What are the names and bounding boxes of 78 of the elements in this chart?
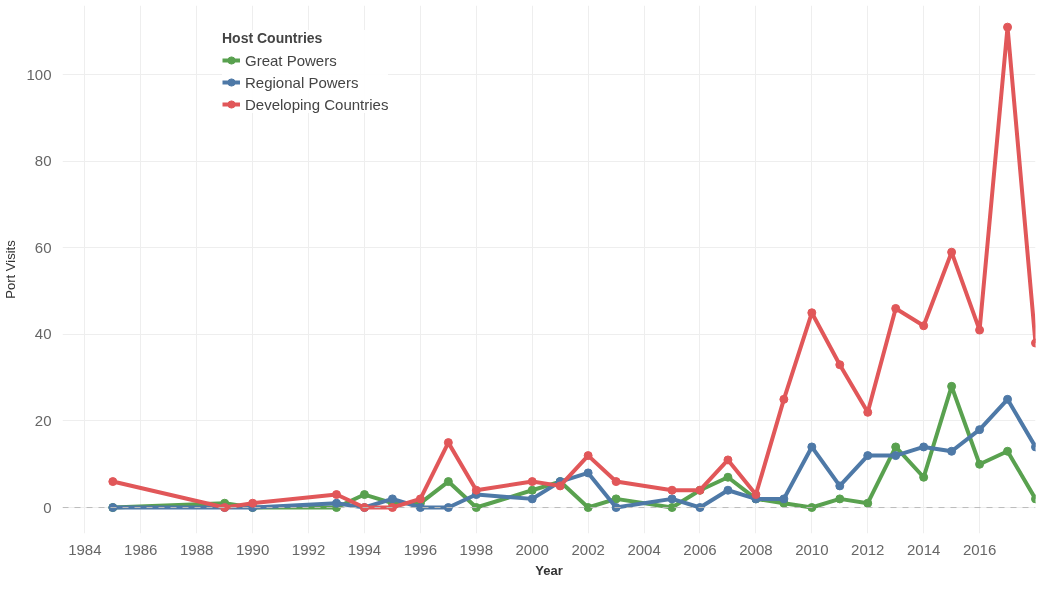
x-tick-label: 1988: [180, 540, 214, 558]
point: [1003, 446, 1013, 456]
point: [779, 494, 789, 504]
legend-title: Host Countries: [222, 30, 324, 46]
point: [583, 468, 593, 478]
point: [583, 451, 593, 461]
point: [919, 442, 929, 452]
point: [667, 503, 677, 513]
point: [807, 442, 817, 452]
point: [723, 472, 733, 482]
point: [751, 490, 761, 500]
x-tick-label: 2010: [795, 540, 829, 558]
y-axis-title: Port Visits: [3, 239, 19, 299]
x-tick-label: 1986: [124, 540, 158, 558]
point: [667, 485, 677, 495]
y-tick-label: 40: [34, 325, 52, 343]
x-tick-label: 2008: [739, 540, 773, 558]
point: [611, 477, 621, 487]
x-tick-label: 2002: [571, 540, 605, 558]
point: [332, 498, 342, 508]
legend-label: Regional Powers: [245, 73, 359, 91]
point: [443, 477, 453, 487]
x-tick-label: 1998: [459, 540, 493, 558]
point: [863, 498, 873, 508]
point: [835, 494, 845, 504]
y-tick-label: 100: [26, 65, 52, 83]
point: [443, 438, 453, 448]
point: [891, 442, 901, 452]
point: [1003, 22, 1013, 32]
y-tick-label: 20: [34, 411, 52, 429]
point: [835, 360, 845, 370]
point: [947, 247, 957, 257]
x-tick-label: 2014: [906, 540, 941, 558]
point: [835, 481, 845, 491]
x-tick-label: 1996: [403, 540, 438, 558]
point: [919, 472, 929, 482]
point: [527, 477, 537, 487]
point: [723, 485, 733, 495]
legend-label: Developing Countries: [245, 95, 389, 113]
point: [667, 494, 677, 504]
point: [583, 503, 593, 513]
point: [723, 455, 733, 465]
point: [527, 485, 537, 495]
y-tick-label: 0: [43, 498, 52, 516]
x-tick-label: 2016: [962, 540, 997, 558]
point: [947, 381, 957, 391]
y-tick-label: 60: [34, 238, 52, 256]
x-tick-label: 1994: [347, 540, 382, 558]
point: [975, 325, 985, 335]
point: [863, 407, 873, 417]
point: [779, 394, 789, 404]
legend-label: Great Powers: [245, 51, 337, 69]
point: [332, 490, 342, 500]
x-tick-label: 1992: [291, 540, 326, 558]
point: [248, 498, 258, 508]
x-tick-label: 1984: [68, 540, 102, 558]
point: [108, 477, 118, 487]
point: [1003, 394, 1013, 404]
point: [891, 303, 901, 313]
x-tick-label: 2012: [851, 540, 885, 558]
point: [975, 425, 985, 435]
point: [975, 459, 985, 469]
point: [863, 451, 873, 461]
y-tick-label: 80: [34, 152, 52, 170]
x-tick-label: 1990: [235, 540, 270, 558]
point: [471, 485, 481, 495]
point: [387, 494, 397, 504]
point: [947, 446, 957, 456]
point: [527, 494, 537, 504]
x-tick-label: 2000: [515, 540, 549, 558]
x-axis-title: Year: [535, 562, 563, 578]
point: [555, 481, 565, 491]
point: [611, 494, 621, 504]
x-tick-label: 2004: [627, 540, 661, 558]
point: [919, 321, 929, 331]
point: [891, 451, 901, 461]
point: [359, 490, 369, 500]
x-tick-label: 2006: [683, 540, 717, 558]
